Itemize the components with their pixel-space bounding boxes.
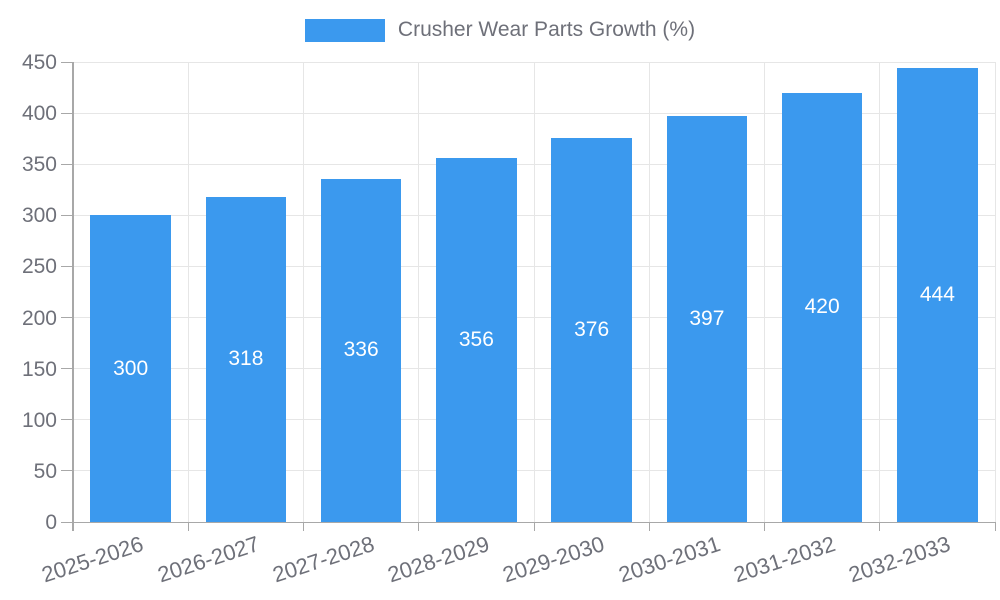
bar-value-label: 397 bbox=[689, 307, 725, 331]
y-axis-tick bbox=[61, 112, 73, 114]
bar[interactable] bbox=[90, 215, 171, 522]
bar[interactable] bbox=[436, 158, 517, 522]
bar[interactable] bbox=[551, 137, 632, 522]
y-axis-tick bbox=[61, 521, 73, 523]
y-axis-tick bbox=[61, 317, 73, 319]
y-tick-label: 450 bbox=[21, 51, 57, 74]
bar-value-label: 300 bbox=[113, 356, 149, 380]
bar[interactable] bbox=[320, 178, 402, 522]
bar-value-label: 420 bbox=[804, 295, 840, 319]
v-gridline bbox=[187, 62, 189, 522]
y-tick-label: 100 bbox=[21, 408, 57, 432]
v-gridline bbox=[764, 62, 765, 522]
bar-value-label: 444 bbox=[919, 283, 955, 307]
bar-value-label: 318 bbox=[228, 347, 264, 371]
v-gridline bbox=[994, 62, 996, 522]
x-tick-label: 2027-2028 bbox=[269, 531, 378, 588]
v-gridline bbox=[533, 62, 535, 522]
v-gridline bbox=[648, 62, 650, 522]
y-tick-label: 350 bbox=[21, 153, 57, 177]
x-tick-label: 2031-2032 bbox=[730, 531, 839, 588]
x-tick-label: 2030-2031 bbox=[615, 531, 723, 588]
bar[interactable] bbox=[897, 68, 978, 522]
x-axis-tick bbox=[648, 522, 650, 531]
v-gridline bbox=[418, 62, 420, 522]
y-axis-tick bbox=[61, 214, 73, 216]
bar-value-label: 356 bbox=[458, 328, 494, 352]
x-tick-label: 2029-2030 bbox=[499, 531, 608, 588]
bar-value-label: 336 bbox=[343, 338, 379, 362]
x-tick-label: 2028-2029 bbox=[384, 531, 493, 588]
x-axis-tick bbox=[418, 522, 420, 531]
x-axis-tick bbox=[187, 522, 189, 531]
v-gridline bbox=[303, 62, 304, 522]
x-axis-tick bbox=[879, 522, 881, 531]
x-tick-label: 2025-2026 bbox=[38, 531, 147, 588]
y-axis-tick bbox=[61, 470, 73, 472]
bar[interactable] bbox=[205, 196, 287, 522]
x-tick-label: 2026-2027 bbox=[154, 531, 262, 588]
x-axis-line bbox=[73, 521, 995, 523]
y-axis-tick bbox=[61, 419, 73, 421]
y-tick-label: 50 bbox=[33, 459, 57, 483]
x-axis-tick bbox=[533, 522, 535, 531]
y-tick-label: 0 bbox=[45, 511, 57, 534]
y-tick-label: 150 bbox=[21, 357, 57, 381]
y-tick-label: 400 bbox=[21, 102, 57, 126]
bar[interactable] bbox=[666, 116, 748, 522]
x-tick-label: 2032-2033 bbox=[845, 531, 954, 588]
y-tick-label: 250 bbox=[21, 255, 57, 279]
v-gridline bbox=[879, 62, 881, 522]
bar-value-label: 376 bbox=[574, 317, 610, 341]
y-axis-tick bbox=[61, 368, 73, 370]
y-axis-tick bbox=[61, 61, 73, 63]
y-axis-line bbox=[72, 62, 74, 531]
legend[interactable]: Crusher Wear Parts Growth (%) bbox=[0, 18, 1000, 42]
x-axis-tick bbox=[764, 522, 765, 531]
x-axis-tick bbox=[303, 522, 304, 531]
legend-swatch bbox=[304, 18, 385, 42]
y-tick-label: 200 bbox=[21, 306, 57, 330]
x-axis-tick bbox=[994, 522, 996, 531]
y-axis-tick bbox=[61, 163, 73, 165]
legend-label: Crusher Wear Parts Growth (%) bbox=[397, 18, 696, 41]
y-tick-label: 300 bbox=[21, 204, 57, 228]
y-axis-tick bbox=[61, 265, 73, 267]
bar[interactable] bbox=[781, 92, 863, 522]
